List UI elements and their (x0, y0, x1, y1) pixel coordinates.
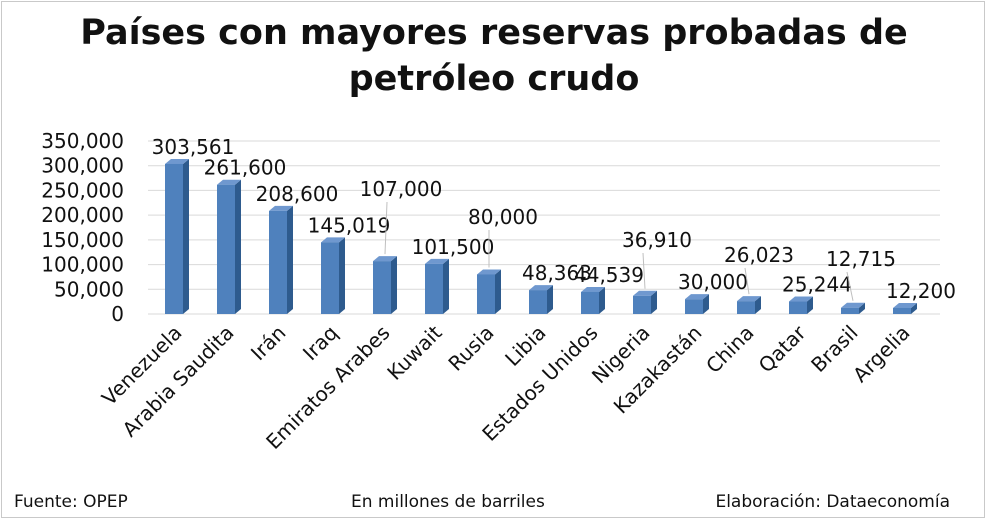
bar (581, 291, 599, 314)
chart-title-line-2: petróleo crudo (348, 59, 640, 99)
bar (425, 263, 443, 314)
bar (217, 184, 235, 314)
data-label: 261,600 (204, 156, 287, 180)
y-tick-label: 0 (111, 302, 124, 326)
footer-credit: Elaboración: Dataeconomía (715, 492, 950, 512)
bar (685, 299, 703, 314)
footer-source: Fuente: OPEP (14, 492, 128, 512)
bar (373, 261, 391, 314)
bar (269, 210, 287, 314)
data-label-leader (384, 201, 388, 255)
y-tick-label: 50,000 (54, 277, 124, 301)
bar-top (165, 158, 189, 164)
bar (165, 163, 183, 314)
bar-top (633, 290, 657, 296)
data-label: 12,715 (826, 247, 896, 271)
bar (841, 307, 859, 314)
bar-side (859, 302, 865, 314)
bar-top (685, 294, 709, 300)
data-label: 12,200 (886, 279, 956, 303)
bar-side (755, 296, 761, 314)
bar-side (495, 269, 501, 314)
bar-side (391, 256, 397, 314)
y-tick-label: 150,000 (41, 228, 124, 252)
data-label: 25,244 (782, 273, 852, 297)
data-label: 30,000 (678, 270, 748, 294)
bar-top (737, 296, 761, 302)
bar-side (651, 290, 657, 314)
x-tick-label: Argelia (848, 321, 914, 387)
bar-side (599, 286, 605, 314)
y-tick-label: 250,000 (41, 178, 124, 202)
x-tick-label: Qatar (754, 320, 811, 377)
chart-title-line-1: Países con mayores reservas probadas de (80, 13, 908, 53)
y-tick-label: 300,000 (41, 154, 124, 178)
bar-top (581, 286, 605, 292)
bar-top (217, 179, 241, 185)
data-label: 80,000 (468, 205, 538, 229)
bar-side (911, 302, 917, 314)
bar-side (235, 179, 241, 314)
bar (893, 307, 911, 314)
bar (477, 274, 495, 314)
bar-side (339, 237, 345, 314)
bar-side (183, 158, 189, 314)
data-label-leader (744, 267, 750, 295)
bar-top (425, 258, 449, 264)
bar-side (703, 294, 709, 314)
bar (321, 242, 339, 314)
data-label: 101,500 (412, 235, 495, 259)
bar-top (373, 256, 397, 262)
bar (737, 301, 755, 314)
footer-units: En millones de barriles (351, 492, 545, 512)
data-label: 26,023 (724, 243, 794, 267)
bar (529, 290, 547, 314)
bar-top (269, 205, 293, 211)
bar-side (547, 285, 553, 314)
data-label: 145,019 (308, 213, 391, 237)
y-tick-label: 350,000 (41, 129, 124, 153)
data-label: 303,561 (152, 135, 235, 159)
x-tick-label: Rusia (443, 321, 498, 376)
y-tick-label: 100,000 (41, 253, 124, 277)
data-label: 107,000 (360, 177, 443, 201)
bar-top (529, 285, 553, 291)
y-tick-label: 200,000 (41, 203, 124, 227)
bar (633, 295, 651, 314)
bar (789, 301, 807, 314)
x-tick-label: Irán (246, 321, 291, 366)
data-label: 44,539 (574, 263, 644, 287)
data-label: 208,600 (256, 182, 339, 206)
bar-top (477, 269, 501, 275)
bar-top (789, 296, 813, 302)
data-label-leader (642, 252, 646, 289)
data-label: 36,910 (622, 228, 692, 252)
data-label-leader (846, 271, 854, 301)
bar-side (443, 258, 449, 314)
bar-top (841, 302, 865, 308)
bar-top (893, 302, 917, 308)
x-tick-label: China (701, 321, 758, 378)
x-tick-label: Kuwait (382, 320, 446, 384)
chart-title: Países con mayores reservas probadas de … (0, 10, 988, 102)
data-label: 48,363 (522, 261, 592, 285)
bar-side (287, 205, 293, 314)
bar-top (321, 237, 345, 243)
x-tick-label: Iraq (298, 321, 343, 366)
bar-side (807, 296, 813, 314)
